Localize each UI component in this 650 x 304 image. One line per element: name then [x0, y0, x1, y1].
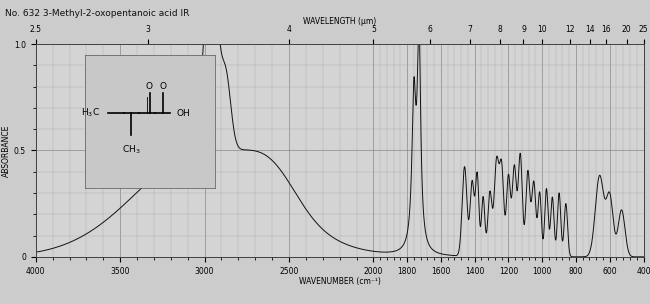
Text: No. 632 3-Methyl-2-oxopentanoic acid IR: No. 632 3-Methyl-2-oxopentanoic acid IR	[5, 9, 190, 18]
X-axis label: WAVENUMBER (cm⁻¹): WAVENUMBER (cm⁻¹)	[299, 277, 380, 286]
Text: OH: OH	[177, 109, 190, 118]
Text: O: O	[146, 82, 153, 91]
X-axis label: WAVELENGTH (μm): WAVELENGTH (μm)	[303, 17, 376, 26]
Text: O: O	[159, 82, 166, 91]
Y-axis label: ABSORBANCE: ABSORBANCE	[2, 124, 11, 177]
Text: H$_3$C: H$_3$C	[81, 107, 100, 119]
Text: CH$_3$: CH$_3$	[122, 143, 140, 156]
